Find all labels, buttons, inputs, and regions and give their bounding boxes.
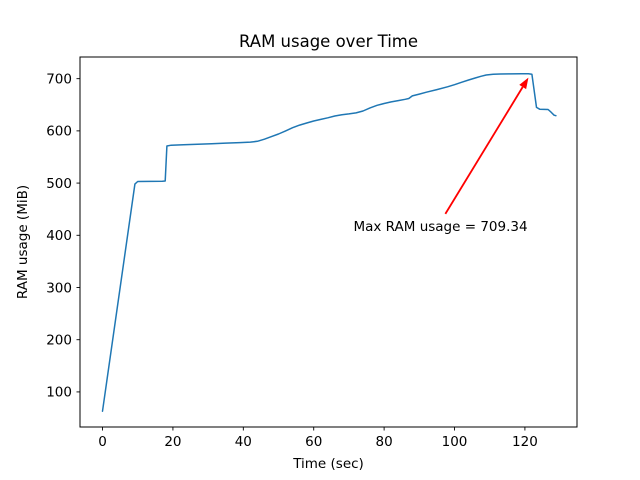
y-tick-label: 100: [46, 385, 72, 401]
annotation-text: Max RAM usage = 709.34: [353, 219, 527, 235]
x-tick-label: 60: [305, 434, 322, 450]
y-tick-label: 600: [46, 124, 72, 140]
annotation: Max RAM usage = 709.34: [353, 77, 529, 235]
x-tick-label: 0: [98, 434, 107, 450]
y-axis-label: RAM usage (MiB): [15, 185, 31, 299]
y-tick-label: 500: [46, 176, 72, 192]
x-tick-label: 100: [442, 434, 468, 450]
y-tick-label: 700: [46, 71, 72, 87]
plot-area: [79, 56, 578, 428]
data-series: [101, 73, 557, 412]
x-axis-label: Time (sec): [292, 456, 364, 472]
annotation-arrow-shaft: [444, 86, 524, 215]
axis-ticks: 0 20 40 60 80 100 120 100 200 300 400 500 600 700: [46, 71, 538, 450]
ram-usage-line: [101, 73, 557, 412]
y-tick-label: 200: [46, 333, 72, 349]
y-tick-label: 400: [46, 228, 72, 244]
x-tick-label: 120: [512, 434, 538, 450]
x-tick-label: 40: [235, 434, 252, 450]
chart-title: RAM usage over Time: [239, 32, 418, 51]
x-tick-label: 20: [164, 434, 181, 450]
y-tick-label: 300: [46, 280, 72, 296]
annotation-arrow-head: [519, 77, 529, 90]
x-tick-label: 80: [376, 434, 393, 450]
